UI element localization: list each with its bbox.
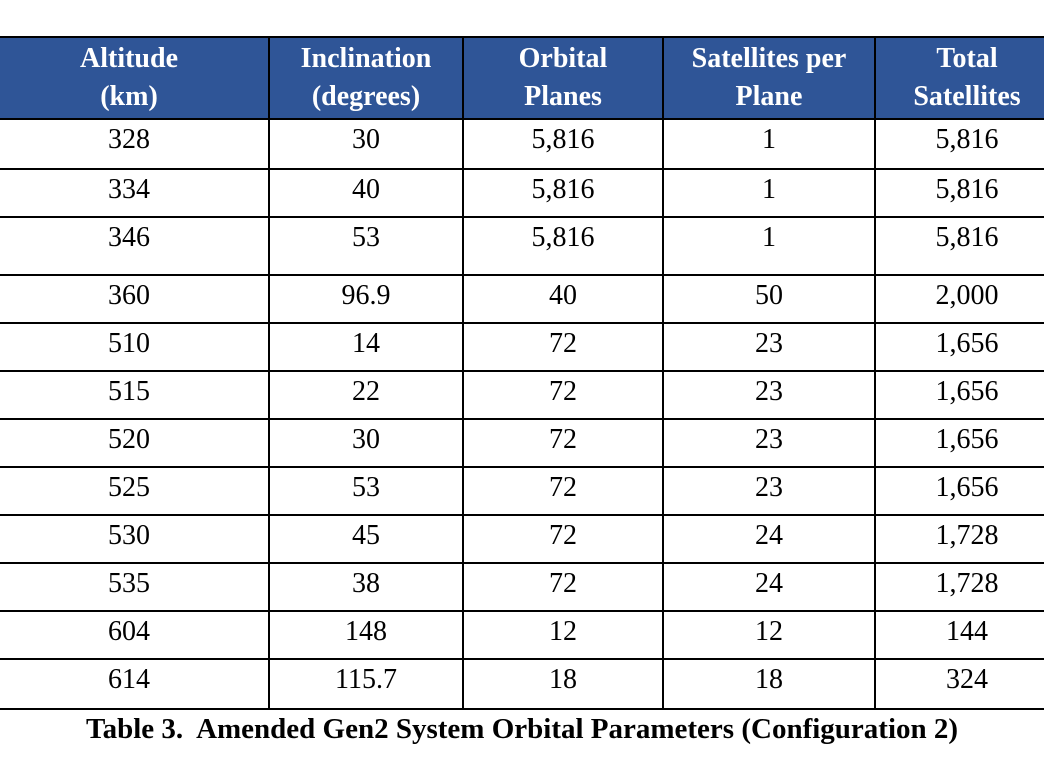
table-cell: 1,656 [874,322,1044,372]
column-header-satellites-per-plane: Satellites per Plane [662,36,876,120]
table-cell: 1,656 [874,370,1044,420]
table-cell: 38 [268,562,464,612]
table-cell: 115.7 [268,658,464,710]
table-caption: Table 3. Amended Gen2 System Orbital Par… [85,713,959,745]
orbital-parameters-table: Altitude (km) Inclination (degrees) Orbita… [0,36,1044,710]
table-cell: 530 [0,514,270,564]
table-row: 614 115.7 18 18 324 [0,658,1044,710]
table-cell: 12 [662,610,876,660]
table-cell: 328 [0,118,270,170]
table-cell: 1 [662,118,876,170]
table-cell: 1 [662,168,876,218]
table-cell: 334 [0,168,270,218]
table-cell: 45 [268,514,464,564]
table-row: 535 38 72 24 1,728 [0,562,1044,612]
table-cell: 40 [268,168,464,218]
table-cell: 148 [268,610,464,660]
table-cell: 5,816 [462,216,664,276]
table-cell: 12 [462,610,664,660]
table-cell: 22 [268,370,464,420]
table-row: 334 40 5,816 1 5,816 [0,168,1044,218]
table-cell: 614 [0,658,270,710]
table-cell: 18 [462,658,664,710]
table-cell: 535 [0,562,270,612]
table-cell: 24 [662,562,876,612]
table-cell: 324 [874,658,1044,710]
table-row: 515 22 72 23 1,656 [0,370,1044,420]
table-cell: 18 [662,658,876,710]
table-cell: 5,816 [462,168,664,218]
table-cell: 1,656 [874,466,1044,516]
table-row: 328 30 5,816 1 5,816 [0,118,1044,170]
table-row: 604 148 12 12 144 [0,610,1044,660]
table-body: 328 30 5,816 1 5,816 334 40 5,816 1 5,816 346 53 5,8… [0,118,1044,710]
table-cell: 72 [462,418,664,468]
table-row: 525 53 72 23 1,656 [0,466,1044,516]
table-cell: 24 [662,514,876,564]
table-cell: 360 [0,274,270,324]
table-row: 530 45 72 24 1,728 [0,514,1044,564]
table-cell: 23 [662,370,876,420]
table-cell: 23 [662,418,876,468]
table-cell: 1,728 [874,562,1044,612]
table-row: 360 96.9 40 50 2,000 [0,274,1044,324]
table-cell: 53 [268,216,464,276]
table-row: 520 30 72 23 1,656 [0,418,1044,468]
table-cell: 72 [462,322,664,372]
table-row: 510 14 72 23 1,656 [0,322,1044,372]
table-cell: 2,000 [874,274,1044,324]
table-cell: 5,816 [874,168,1044,218]
table-cell: 30 [268,118,464,170]
column-header-inclination: Inclination (degrees) [268,36,464,120]
table-cell: 525 [0,466,270,516]
table-cell: 72 [462,370,664,420]
table-cell: 144 [874,610,1044,660]
header-row: Altitude (km) Inclination (degrees) Orbita… [0,36,1044,120]
table-cell: 23 [662,322,876,372]
table-cell: 72 [462,466,664,516]
column-header-altitude: Altitude (km) [0,36,270,120]
table-cell: 346 [0,216,270,276]
column-header-orbital-planes: Orbital Planes [462,36,664,120]
table-cell: 1,656 [874,418,1044,468]
table-cell: 50 [662,274,876,324]
table-cell: 5,816 [874,118,1044,170]
table-cell: 30 [268,418,464,468]
table-cell: 14 [268,322,464,372]
table-cell: 515 [0,370,270,420]
table-cell: 72 [462,514,664,564]
table-cell: 53 [268,466,464,516]
table-cell: 1,728 [874,514,1044,564]
column-header-total-satellites: Total Satellites [874,36,1044,120]
table-cell: 604 [0,610,270,660]
table-cell: 96.9 [268,274,464,324]
table-cell: 23 [662,466,876,516]
table-cell: 5,816 [874,216,1044,276]
table-row: 346 53 5,816 1 5,816 [0,216,1044,276]
table-cell: 40 [462,274,664,324]
table-cell: 72 [462,562,664,612]
table-cell: 5,816 [462,118,664,170]
table-cell: 510 [0,322,270,372]
table-cell: 1 [662,216,876,276]
table-cell: 520 [0,418,270,468]
